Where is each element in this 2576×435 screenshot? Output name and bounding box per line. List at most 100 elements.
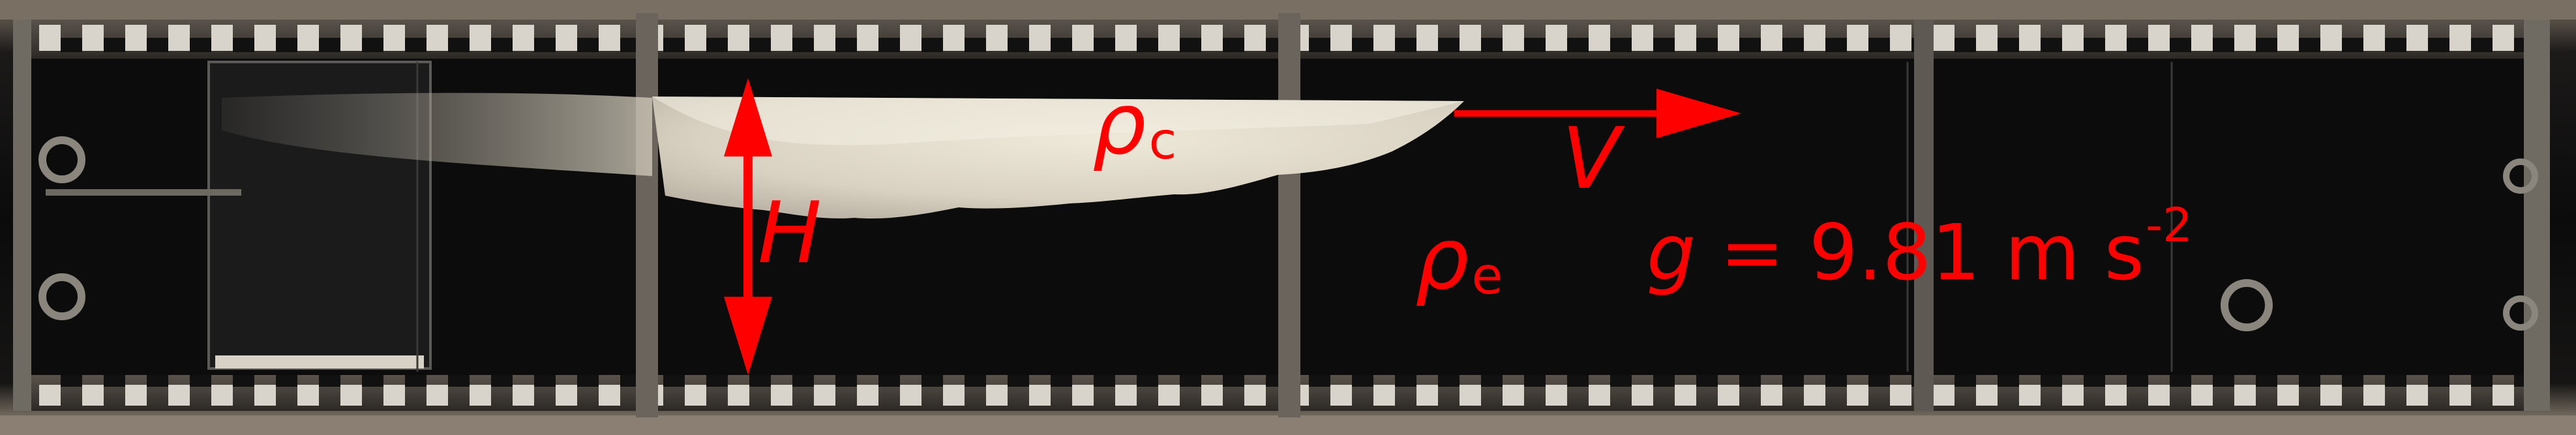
scale-marker: [1718, 25, 1739, 51]
scale-marker: [1438, 38, 1460, 52]
scale-marker: [362, 375, 383, 387]
scale-marker: [1395, 38, 1416, 52]
top-scale-markers: [39, 25, 2536, 52]
scale-marker: [1395, 375, 1416, 387]
scale-marker: [513, 385, 534, 406]
scale-marker: [1589, 25, 1610, 51]
scale-marker: [2342, 375, 2363, 387]
scale-marker: [1416, 25, 1438, 51]
scale-marker: [2019, 385, 2041, 406]
scale-marker: [900, 25, 921, 51]
scale-marker: [792, 375, 814, 387]
scale-marker: [61, 38, 82, 52]
scale-marker: [2191, 25, 2213, 51]
bolt-fitting: [2503, 158, 2538, 194]
scale-marker: [1847, 25, 1868, 51]
scale-marker: [340, 385, 362, 406]
scale-marker: [1051, 375, 1072, 387]
scale-marker: [168, 385, 190, 406]
scale-marker: [2471, 38, 2493, 52]
rho-subscript-c: c: [1148, 112, 1177, 171]
scale-marker: [2406, 385, 2428, 406]
scale-marker: [427, 25, 448, 51]
scale-marker: [340, 25, 362, 51]
scale-marker: [965, 375, 986, 387]
gate-base-plate: [215, 355, 424, 368]
scale-marker: [1244, 385, 1266, 406]
scale-marker: [2213, 38, 2234, 52]
scale-marker: [1524, 38, 1546, 52]
scale-marker: [2320, 25, 2342, 51]
scale-marker: [1373, 385, 1395, 406]
scale-marker: [1825, 38, 1847, 52]
scale-marker: [2019, 25, 2041, 51]
scale-marker: [986, 25, 1008, 51]
scale-marker: [1610, 38, 1632, 52]
bolt-fitting: [38, 136, 85, 183]
scale-marker: [2041, 38, 2062, 52]
scale-marker: [2299, 38, 2320, 52]
scale-marker: [577, 38, 599, 52]
scale-marker: [1094, 375, 1115, 387]
scale-marker: [1201, 385, 1223, 406]
scale-marker: [233, 38, 254, 52]
scale-marker: [1158, 385, 1180, 406]
scale-marker: [61, 375, 82, 387]
scale-marker: [1653, 38, 1675, 52]
scale-marker: [685, 25, 706, 51]
scale-marker: [491, 375, 513, 387]
scale-marker: [2148, 25, 2170, 51]
scale-marker: [2363, 385, 2385, 406]
scale-marker: [405, 375, 427, 387]
scale-marker: [82, 25, 104, 51]
scale-marker: [427, 385, 448, 406]
scale-marker: [814, 385, 835, 406]
scale-marker: [534, 38, 556, 52]
scale-marker: [1567, 375, 1589, 387]
scale-marker: [878, 38, 900, 52]
scale-marker: [104, 38, 125, 52]
scale-marker: [491, 38, 513, 52]
scale-marker: [663, 375, 685, 387]
scale-marker: [1761, 25, 1782, 51]
scale-marker: [1890, 25, 1911, 51]
scale-marker: [1008, 375, 1029, 387]
scale-marker: [254, 385, 276, 406]
scale-marker: [943, 385, 965, 406]
scale-marker: [383, 25, 405, 51]
scale-marker: [1868, 38, 1890, 52]
scale-marker: [1008, 38, 1029, 52]
scale-marker: [1309, 38, 1330, 52]
room-background-bottom: [0, 415, 2576, 435]
scale-marker: [254, 25, 276, 51]
frame-post: [2524, 20, 2550, 411]
scale-marker: [2449, 385, 2471, 406]
scale-marker: [2406, 25, 2428, 51]
scale-marker: [319, 375, 340, 387]
scale-marker: [448, 38, 470, 52]
scale-marker: [405, 38, 427, 52]
frame-post: [636, 13, 658, 417]
velocity-label: V: [1562, 109, 1620, 208]
gravity-value: = 9.81 m s: [1695, 207, 2144, 297]
scale-marker: [1460, 25, 1481, 51]
scale-marker: [857, 25, 878, 51]
scale-marker: [706, 38, 728, 52]
scale-marker: [513, 25, 534, 51]
scale-marker: [921, 375, 943, 387]
scale-marker: [556, 25, 577, 51]
scale-marker: [1739, 375, 1761, 387]
scale-marker: [1072, 25, 1094, 51]
scale-marker: [771, 385, 792, 406]
rho-symbol: ρ: [1092, 74, 1146, 173]
scale-marker: [986, 385, 1008, 406]
scale-marker: [1976, 25, 1998, 51]
scale-marker: [1761, 385, 1782, 406]
scale-marker: [233, 375, 254, 387]
scale-marker: [1675, 25, 1696, 51]
scale-marker: [1804, 385, 1825, 406]
scale-marker: [1051, 38, 1072, 52]
scale-marker: [663, 38, 685, 52]
scale-marker: [2234, 25, 2256, 51]
